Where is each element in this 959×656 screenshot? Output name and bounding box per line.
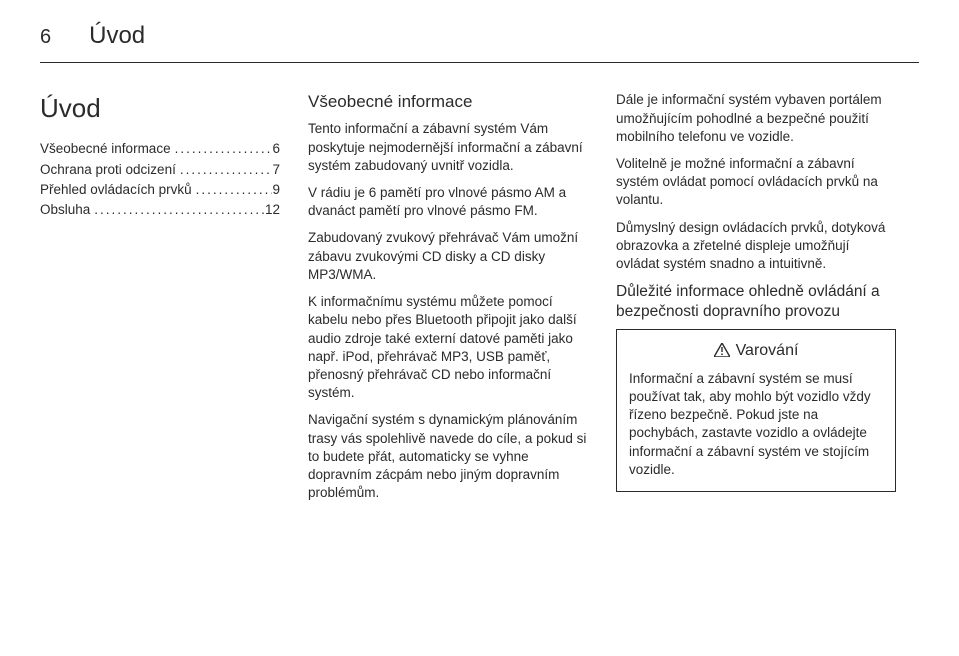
paragraph: V rádiu je 6 pamětí pro vlnové pásmo AM … [308,184,588,220]
toc-label: Všeobecné informace [40,140,171,158]
paragraph: Důmyslný design ovládacích prvků, dotyko… [616,219,896,274]
column-heading: Všeobecné informace [308,91,588,114]
toc-page: 7 [272,161,280,179]
toc-dots [176,161,273,179]
toc-line: Obsluha 12 [40,201,280,219]
toc-line: Přehled ovládacích prvků 9 [40,181,280,199]
page-root: 6 Úvod Úvod Všeobecné informace 6 Ochran… [0,0,959,656]
column-body-2: Dále je informační systém vybaven portál… [616,91,896,511]
warning-triangle-icon [714,343,730,359]
section-title: Úvod [40,91,280,126]
toc-label: Obsluha [40,201,90,219]
toc-page: 9 [272,181,280,199]
toc-line: Všeobecné informace 6 [40,140,280,158]
toc-dots [90,201,265,219]
paragraph: Navigační systém s dynamickým plánováním… [308,411,588,502]
toc-dots [171,140,273,158]
page-number: 6 [40,24,51,51]
paragraph: Tento informační a zábavní systém Vám po… [308,120,588,175]
warning-body: Informační a zábavní systém se musí použ… [629,370,883,479]
toc-page: 12 [265,201,280,219]
running-head: Úvod [89,20,145,52]
paragraph: Zabudovaný zvukový přehrávač Vám umožní … [308,229,588,284]
toc-label: Ochrana proti odcizení [40,161,176,179]
toc-dots [192,181,273,199]
toc-page: 6 [272,140,280,158]
header-row: 6 Úvod [40,20,919,58]
columns: Úvod Všeobecné informace 6 Ochrana proti… [40,91,919,511]
toc-line: Ochrana proti odcizení 7 [40,161,280,179]
warning-heading: Varování [629,340,883,362]
header-rule [40,62,919,63]
warning-label: Varování [736,340,799,362]
paragraph: Volitelně je možné informační a zábavní … [616,155,896,210]
warning-box: Varování Informační a zábavní systém se … [616,329,896,492]
paragraph: Dále je informační systém vybaven portál… [616,91,896,146]
toc-label: Přehled ovládacích prvků [40,181,192,199]
paragraph: K informačnímu systému můžete pomocí kab… [308,293,588,402]
column-body-1: Všeobecné informace Tento informační a z… [308,91,588,511]
column-toc: Úvod Všeobecné informace 6 Ochrana proti… [40,91,280,511]
subheading: Důležité informace ohledně ovládání a be… [616,282,896,321]
